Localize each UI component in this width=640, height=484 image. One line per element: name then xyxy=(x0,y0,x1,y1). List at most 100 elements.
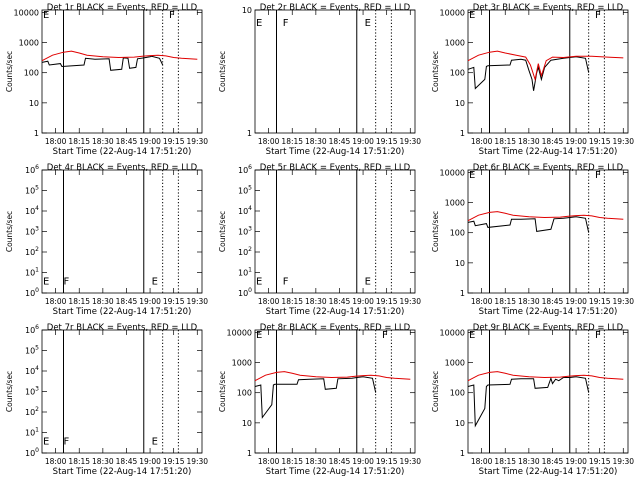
annotation-letter: E xyxy=(256,18,262,29)
y-axis-label: Counts/sec xyxy=(431,211,440,252)
y-tick-label: 1000 xyxy=(232,359,252,368)
y-tick-label: 103 xyxy=(25,386,39,397)
events-series-line xyxy=(254,376,377,419)
y-tick-label: 1 xyxy=(460,289,465,298)
y-axis-label: Counts/sec xyxy=(431,371,440,412)
x-tick-label: 19:00 xyxy=(565,297,587,306)
annotation-letter: E xyxy=(365,18,371,29)
x-tick-label: 18:15 xyxy=(68,137,90,146)
y-tick-label: 101 xyxy=(238,267,252,278)
x-tick-label: 19:00 xyxy=(139,297,161,306)
y-tick-label: 10000 xyxy=(440,8,465,17)
y-tick-label: 1 xyxy=(247,449,252,458)
x-tick-label: 18:30 xyxy=(92,137,114,146)
y-tick-label: 101 xyxy=(25,267,39,278)
annotation-letter: E xyxy=(469,10,475,21)
annotation-letter: E xyxy=(469,170,475,181)
x-tick-label: 18:30 xyxy=(518,297,540,306)
y-axis-label: Counts/sec xyxy=(5,371,14,412)
annotation-letter: E xyxy=(43,437,49,448)
y-tick-label: 102 xyxy=(238,246,252,257)
chart-title: Det 3r BLACK = Events, RED = LLD xyxy=(473,3,624,13)
chart-title: Det 2r BLACK = Events, RED = LLD xyxy=(260,3,411,13)
x-tick-label: 18:00 xyxy=(45,297,67,306)
lld-series-line xyxy=(467,371,624,382)
x-tick-label: 19:30 xyxy=(399,457,421,466)
lld-series-line xyxy=(254,371,411,382)
x-tick-label: 18:30 xyxy=(305,137,327,146)
x-tick-label: 19:15 xyxy=(589,457,611,466)
annotation-letter: F xyxy=(64,277,70,288)
annotation-letter: E xyxy=(256,277,262,288)
x-tick-label: 19:30 xyxy=(186,457,208,466)
x-tick-label: 19:00 xyxy=(352,297,374,306)
x-tick-label: 18:00 xyxy=(258,297,280,306)
lld-series-line xyxy=(467,211,624,222)
chart-title: Det 8r BLACK = Events, RED = LLD xyxy=(260,323,411,333)
annotation-letter: E xyxy=(43,277,49,288)
x-tick-label: 18:45 xyxy=(542,457,564,466)
x-tick-label: 19:30 xyxy=(612,297,634,306)
annotation-letter: F xyxy=(283,277,289,288)
lld-series-line xyxy=(41,50,198,62)
x-tick-label: 18:45 xyxy=(329,457,351,466)
detector-panel-3: Det 3r BLACK = Events, RED = LLD 1 10 100 10… xyxy=(431,3,634,157)
x-axis-label: Start Time (22-Aug-14 17:51:20) xyxy=(266,147,405,157)
y-tick-label: 100 xyxy=(25,447,39,458)
annotation-letter: F xyxy=(283,18,289,29)
plot-frame xyxy=(467,329,629,454)
x-tick-label: 18:45 xyxy=(329,137,351,146)
y-tick-label: 106 xyxy=(25,164,39,175)
x-tick-label: 19:00 xyxy=(565,137,587,146)
x-tick-label: 18:00 xyxy=(258,137,280,146)
x-tick-label: 19:00 xyxy=(139,137,161,146)
y-tick-label: 10 xyxy=(455,99,465,108)
annotation-letter: F xyxy=(595,170,601,181)
detector-panel-1: Det 1r BLACK = Events, RED = LLD 1 10 100 10… xyxy=(5,3,208,157)
x-tick-label: 18:15 xyxy=(68,457,90,466)
annotation-letter: F xyxy=(595,330,601,341)
annotation-letter: F xyxy=(64,437,70,448)
x-tick-label: 19:00 xyxy=(352,137,374,146)
x-tick-label: 19:30 xyxy=(612,137,634,146)
y-tick-label: 104 xyxy=(25,205,39,216)
y-tick-label: 1 xyxy=(460,449,465,458)
y-tick-label: 10 xyxy=(242,6,252,15)
chart-title: Det 6r BLACK = Events, RED = LLD xyxy=(473,163,624,173)
chart-title: Det 7r BLACK = Events, RED = LLD xyxy=(47,323,198,333)
x-tick-label: 19:30 xyxy=(186,297,208,306)
x-tick-label: 19:15 xyxy=(376,457,398,466)
chart-title: Det 1r BLACK = Events, RED = LLD xyxy=(47,3,198,13)
x-tick-label: 18:45 xyxy=(116,137,138,146)
x-tick-label: 18:00 xyxy=(471,137,493,146)
chart-title: Det 9r BLACK = Events, RED = LLD xyxy=(473,323,624,333)
y-tick-label: 105 xyxy=(238,185,252,196)
y-tick-label: 1000 xyxy=(19,39,39,48)
y-tick-label: 106 xyxy=(238,164,252,175)
x-axis-label: Start Time (22-Aug-14 17:51:20) xyxy=(53,307,192,317)
x-axis-label: Start Time (22-Aug-14 17:51:20) xyxy=(479,467,618,477)
x-tick-label: 19:00 xyxy=(352,457,374,466)
x-tick-label: 18:00 xyxy=(45,137,67,146)
events-series-line xyxy=(467,216,590,233)
x-tick-label: 18:45 xyxy=(116,457,138,466)
y-axis-label: Counts/sec xyxy=(218,371,227,412)
x-tick-label: 18:15 xyxy=(281,297,303,306)
x-tick-label: 19:15 xyxy=(163,457,185,466)
x-tick-label: 18:30 xyxy=(305,457,327,466)
y-tick-label: 10 xyxy=(242,419,252,428)
x-tick-label: 18:45 xyxy=(542,137,564,146)
x-tick-label: 19:30 xyxy=(612,457,634,466)
y-tick-label: 103 xyxy=(238,226,252,237)
y-tick-label: 100 xyxy=(450,389,465,398)
detector-panel-7: Det 7r BLACK = Events, RED = LLD 100 101 10… xyxy=(5,323,208,477)
x-tick-label: 19:15 xyxy=(163,297,185,306)
plot-frame xyxy=(41,9,203,134)
x-tick-label: 18:30 xyxy=(518,137,540,146)
annotation-letter: F xyxy=(382,330,388,341)
y-tick-label: 102 xyxy=(25,406,39,417)
x-tick-label: 18:45 xyxy=(542,297,564,306)
y-axis-label: Counts/sec xyxy=(218,51,227,92)
